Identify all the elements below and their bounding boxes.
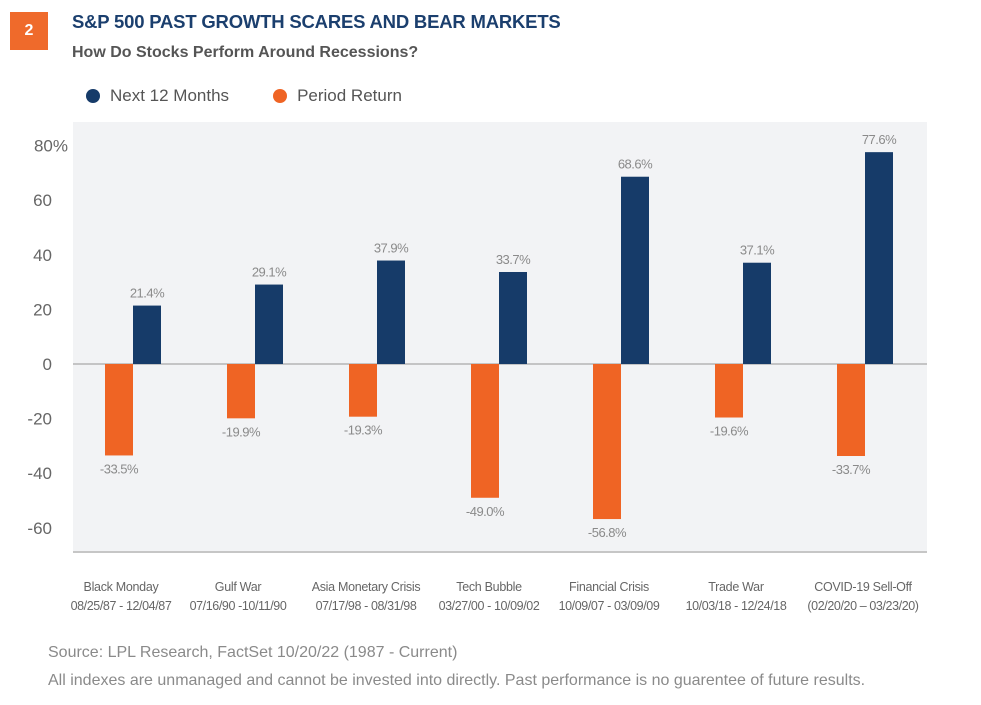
legend-dot-orange-icon (273, 89, 288, 103)
data-label-next-12-months: 29.1% (252, 265, 287, 280)
x-tick-label-name: Asia Monetary Crisis (312, 580, 421, 594)
y-tick-label: -40 (27, 464, 52, 483)
source-note: Source: LPL Research, FactSet 10/20/22 (… (48, 644, 458, 661)
bar-period-return (471, 364, 499, 498)
chart-number-badge: 2 (10, 12, 48, 50)
bar-chart: 80% 60 40 20 0 -20 -40 -60 -33.5% 21.4% -19.9% 29.… (27, 122, 927, 613)
data-label-next-12-months: 37.9% (374, 241, 409, 256)
y-tick-label: 40 (33, 246, 52, 265)
data-label-period-return: -19.6% (710, 424, 749, 439)
data-label-period-return: -19.3% (344, 423, 383, 438)
x-tick-label-dates: (02/20/20 – 03/23/20) (807, 599, 918, 613)
data-label-period-return: -19.9% (222, 424, 261, 439)
bar-period-return (837, 364, 865, 457)
y-tick-label: 20 (33, 300, 52, 319)
data-label-next-12-months: 77.6% (862, 132, 897, 147)
bar-period-return (349, 364, 377, 417)
bar-period-return (105, 364, 133, 456)
bar-next-12-months (865, 152, 893, 364)
legend-item-period-return: Period Return (273, 86, 402, 106)
x-tick-label-name: Trade War (708, 580, 764, 594)
x-tick-label-name: COVID-19 Sell-Off (814, 580, 912, 594)
x-axis: Black Monday 08/25/87 - 12/04/87 Gulf War 0… (71, 580, 920, 613)
legend-dot-navy-icon (86, 89, 100, 103)
y-tick-label: 80% (34, 137, 68, 156)
bar-next-12-months (621, 176, 649, 364)
legend: Next 12 Months Period Return (86, 86, 446, 106)
data-label-next-12-months: 68.6% (618, 157, 653, 172)
x-tick-label-dates: 10/03/18 - 12/24/18 (686, 599, 787, 613)
bar-next-12-months (499, 271, 527, 364)
data-label-period-return: -33.5% (100, 461, 139, 476)
chart-title: S&P 500 PAST GROWTH SCARES AND BEAR MARK… (72, 11, 561, 32)
bars: -33.5% 21.4% -19.9% 29.1% -19.3% 37.9% -49.0% 3… (100, 132, 898, 540)
bar-next-12-months (133, 305, 161, 364)
legend-label: Next 12 Months (110, 86, 230, 105)
data-label-period-return: -49.0% (466, 504, 505, 519)
legend-item-next-12-months: Next 12 Months (86, 86, 229, 106)
x-tick-label-dates: 03/27/00 - 10/09/02 (439, 599, 540, 613)
x-tick-label-name: Tech Bubble (456, 580, 522, 594)
x-tick-label-dates: 10/09/07 - 03/09/09 (559, 599, 660, 613)
y-tick-label: 0 (43, 355, 52, 374)
bar-next-12-months (255, 284, 283, 364)
bar-period-return (593, 364, 621, 520)
x-tick-label-name: Gulf War (215, 580, 262, 594)
y-tick-label: 60 (33, 191, 52, 210)
y-tick-label: -60 (27, 519, 52, 538)
x-tick-label-name: Black Monday (84, 580, 160, 594)
x-tick-label-dates: 07/17/98 - 08/31/98 (316, 599, 417, 613)
data-label-next-12-months: 33.7% (496, 252, 531, 267)
data-label-next-12-months: 21.4% (130, 286, 165, 301)
disclaimer-note: All indexes are unmanaged and cannot be … (48, 672, 866, 689)
bar-period-return (715, 364, 743, 418)
legend-label: Period Return (297, 86, 402, 105)
x-tick-label-dates: 07/16/90 -10/11/90 (190, 599, 287, 613)
y-tick-label: -20 (27, 410, 52, 429)
y-axis: 80% 60 40 20 0 -20 -40 -60 (27, 137, 68, 538)
x-tick-label-dates: 08/25/87 - 12/04/87 (71, 599, 172, 613)
data-label-period-return: -33.7% (832, 462, 871, 477)
chart-subtitle: How Do Stocks Perform Around Recessions? (72, 44, 419, 61)
data-label-next-12-months: 37.1% (740, 243, 775, 258)
bar-next-12-months (743, 262, 771, 364)
x-tick-label-name: Financial Crisis (569, 580, 649, 594)
bar-next-12-months (377, 260, 405, 364)
bar-period-return (227, 364, 255, 419)
data-label-period-return: -56.8% (588, 525, 627, 540)
